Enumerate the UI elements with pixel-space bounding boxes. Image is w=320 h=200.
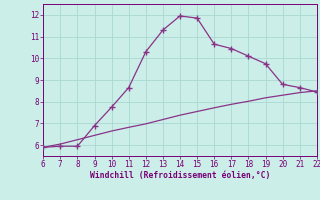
X-axis label: Windchill (Refroidissement éolien,°C): Windchill (Refroidissement éolien,°C) [90,171,270,180]
